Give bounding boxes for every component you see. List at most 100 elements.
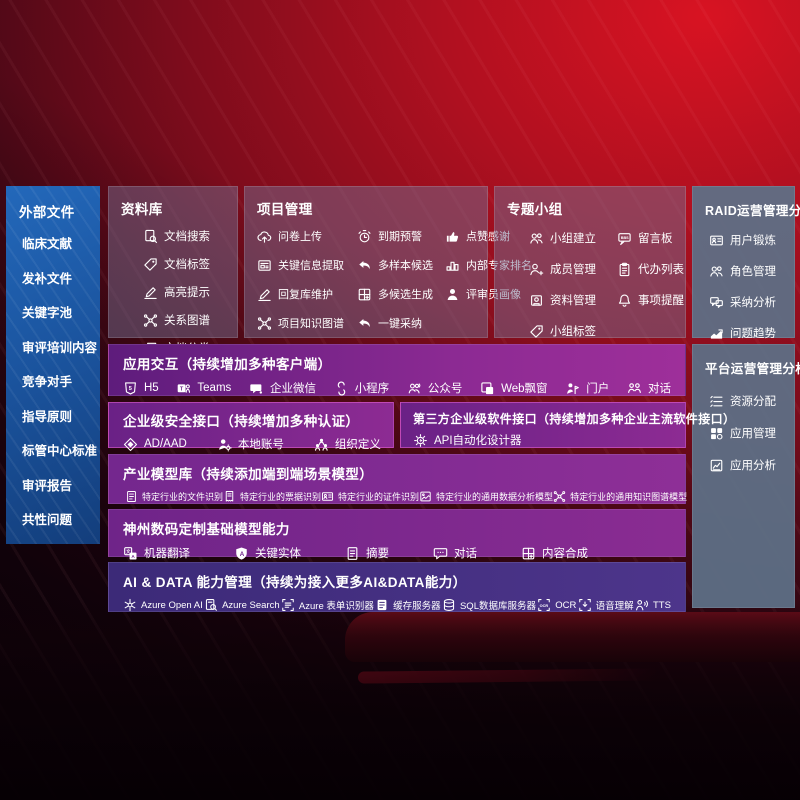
feature-item: 企业微信 [249,380,316,396]
sidebar-item: 共性问题 [22,513,73,527]
feature-label: 评审员画像 [466,289,521,301]
feature-item: 特定行业的文件识别 [125,490,223,503]
feature-item: 特定行业的通用知识图谱模型 [553,490,687,503]
feature-label: 用户锻炼 [730,235,776,247]
feature-label: 问题趋势 [730,328,776,340]
feature-label: 点赞感谢 [466,231,510,243]
archive-icon [529,293,544,308]
feature-item: 文档搜索 [143,228,225,244]
clipboard-icon [617,262,632,277]
reply-arrow-icon [357,258,372,273]
form-recognizer-icon [281,598,295,612]
feature-label: 关键实体 [255,548,301,560]
grid-plus-icon [357,287,372,302]
feature-item: 特定行业的通用数据分析模型 [419,490,553,503]
section-project-management: 项目管理 问卷上传 到期预警 点赞感谢 关键信息提取 多样本候选 内部专家排名 回复库维护 多… [244,186,532,338]
security-title: 企业级安全接口（持续增加多种认证） [123,414,360,429]
platform-title: 平台运营管理分析 [705,362,800,376]
network-icon [553,490,566,503]
teams-icon: T [176,381,191,396]
feature-item: AD/AAD [123,436,187,452]
svg-text:A: A [240,550,245,557]
feature-item: 小组标签 [529,323,617,339]
feature-label: 小组建立 [550,233,596,245]
feature-label: 特定行业的通用知识图谱模型 [570,492,688,502]
section-industry-models: 产业模型库（持续添加端到端场景模型） 特定行业的文件识别 特定行业的票据识别 特定行… [108,454,687,504]
card-extract-icon [257,258,272,273]
feature-label: Azure Search [222,599,280,611]
ad-shield-icon [123,437,138,452]
feature-label: API自动化设计器 [434,435,522,447]
thumb-up-icon [445,229,460,244]
feature-label: 语音理解 [595,601,634,612]
tag-icon [529,324,544,339]
user-gear-icon [217,437,232,452]
section-enterprise-security: 企业级安全接口（持续增加多种认证） AD/AAD 本地账号 组织定义 [108,402,394,451]
feature-label: 多样本候选 [378,260,433,272]
portal-icon [565,381,580,396]
feature-label: 到期预警 [378,231,422,243]
industry-models-title: 产业模型库（持续添加端到端场景模型） [123,467,374,482]
feature-label: 本地账号 [237,439,284,451]
grid-icon [709,426,724,441]
chat-dots-icon [433,546,448,561]
feature-label: 角色管理 [730,266,776,278]
interaction-list: 5 H5 T Teams 企业微信 小程序 公众号 Web飘窗 门户 对话 [123,380,671,396]
wechat-icon [249,381,264,396]
pen-icon [143,285,158,300]
web-window-icon [480,381,495,396]
feature-label: 内部专家排名 [466,260,532,272]
feature-label: 对话 [454,548,477,560]
feature-label: 一键采纳 [378,318,422,330]
feature-label: 采纳分析 [730,297,776,309]
tag-icon [143,257,158,272]
feature-item: 代办列表 [617,261,684,277]
feature-item: 问题趋势 [709,325,786,341]
feature-label: 特定行业的通用数据分析模型 [436,492,554,502]
tts-icon [635,598,649,612]
section-platform-analytics: 平台运营管理分析 资源分配应用管理应用分析 [692,344,800,608]
base-models-title: 神州数码定制基础模型能力 [123,522,290,537]
feature-item: 内容合成 [521,545,588,561]
feature-label: 事项提醒 [638,295,684,307]
external-files-panel: 外部文件 临床文献 发补文件 关键字池 审评培训内容 竞争对手 指导原则 标管中心标准 审评报… [6,186,100,544]
svg-text:A: A [131,554,135,559]
feature-label: 特定行业的票据识别 [240,492,322,502]
feature-item: 成员管理 [529,261,617,277]
feature-item: 多候选生成 [357,286,445,302]
official-account-icon [407,381,422,396]
feature-item: 角色管理 [709,263,786,279]
feature-item: 缓存服务器 [375,598,441,612]
svg-text:OCR: OCR [540,604,549,608]
third-party-title: 第三方企业级软件接口（持续增加多种企业主流软件接口） [413,412,736,426]
chart-doc-icon [709,458,724,473]
pen-icon [257,287,272,302]
user-plus-icon [529,262,544,277]
ai-data-list: Azure Open AI Azure Search Azure 表单识别器 缓存服务… [123,598,671,612]
feature-item: SQL数据库服务器 [442,598,536,612]
feature-label: 应用管理 [730,428,776,440]
section-ai-data-capability: AI & DATA 能力管理（持续为接入更多AI&DATA能力） Azure O… [108,562,686,612]
feature-label: 文档搜索 [164,231,210,243]
feature-item: 问卷上传 [257,228,357,244]
feature-label: 关系图谱 [164,315,210,327]
svg-text:5: 5 [129,386,132,392]
feature-item: API自动化设计器 [413,432,522,448]
feature-item: 特定行业的票据识别 [223,490,321,503]
platform-list: 资源分配应用管理应用分析 [705,393,786,473]
feature-item: TTS [635,598,671,612]
feature-item: 资源分配 [709,393,786,409]
azure-search-icon [204,598,218,612]
feature-label: Azure Open AI [141,599,203,611]
sidebar-item: 审评培训内容 [22,340,98,355]
bell-icon [617,293,632,308]
feature-item: 应用分析 [709,457,786,473]
feature-label: 多候选生成 [378,289,433,301]
feature-item: 点赞感谢 [445,228,532,244]
section-library: 资料库 文档搜索文档标签高亮提示关系图谱文档分类 [108,186,238,355]
sidebar-item: 审评报告 [22,478,73,493]
raid-title: RAID运营管理分析 [705,204,800,218]
feature-label: 回复库维护 [278,289,333,301]
external-files-title: 外部文件 [19,205,75,220]
feature-label: 特定行业的文件识别 [142,492,224,502]
